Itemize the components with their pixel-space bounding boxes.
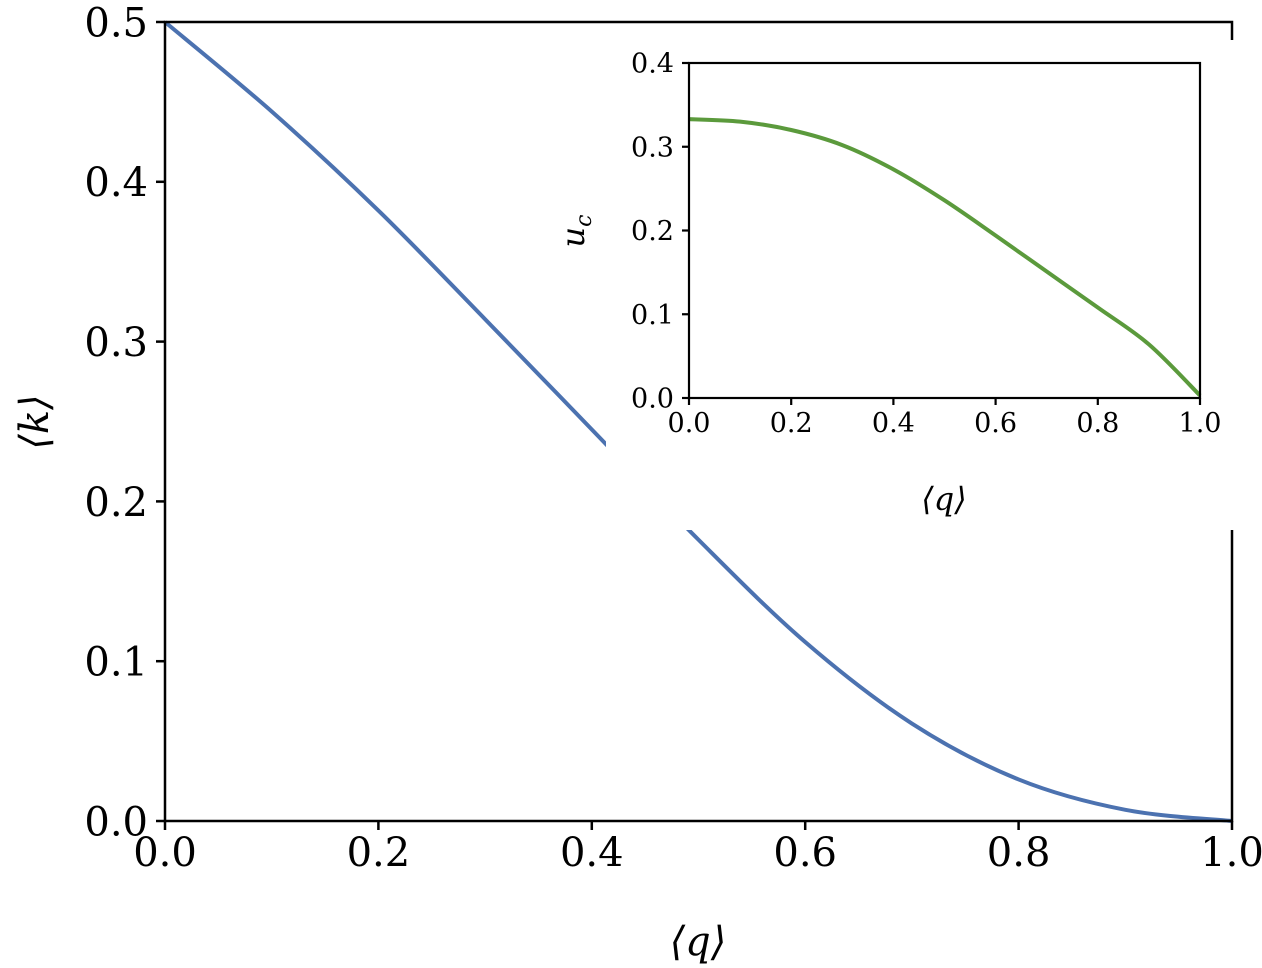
inset-y-tick-label: 0.1 [631, 300, 674, 331]
inset-x-tick-label: 0.6 [974, 408, 1017, 439]
main-x-tick-label: 0.8 [987, 830, 1051, 876]
inset-x-tick-label: 0.4 [872, 408, 915, 439]
main-x-tick-label: 0.4 [560, 830, 624, 876]
inset-chart: 0.0 0.2 0.4 0.6 0.8 1.0 0.0 0.1 0.2 0.3 0.4 ⟨q⟩ uc [554, 40, 1246, 530]
main-x-tick-label: 0.6 [773, 830, 837, 876]
inset-y-tick-label: 0.2 [631, 216, 674, 247]
main-y-tick-label: 0.5 [84, 0, 148, 46]
main-y-tick-label: 0.3 [84, 320, 148, 366]
main-x-tick-label: 0.2 [347, 830, 411, 876]
main-y-axis-label: ⟨k⟩ [12, 394, 58, 449]
main-x-axis-label: ⟨q⟩ [670, 919, 727, 965]
inset-y-tick-label: 0.4 [631, 49, 674, 80]
inset-y-tick-label: 0.0 [631, 384, 674, 415]
inset-y-axis-label: uc [554, 215, 597, 248]
main-x-tick-label: 1.0 [1200, 830, 1262, 876]
inset-x-tick-label: 1.0 [1179, 408, 1222, 439]
inset-plot-area: 0.0 0.2 0.4 0.6 0.8 1.0 0.0 0.1 0.2 0.3 0.4 [631, 49, 1221, 439]
main-chart: 0.0 0.2 0.4 0.6 0.8 1.0 0.0 0.1 0.2 0.3 0.4 0.5 ⟨q⟩… [12, 0, 1262, 965]
inset-x-axis-label: ⟨q⟩ [921, 480, 966, 518]
main-y-tick-label: 0.4 [84, 160, 148, 206]
main-y-tick-label: 0.1 [84, 640, 148, 686]
inset-x-tick-label: 0.0 [668, 408, 711, 439]
inset-x-tick-label: 0.8 [1076, 408, 1119, 439]
inset-series-line [688, 117, 1202, 397]
main-y-tick-label: 0.0 [84, 799, 148, 845]
main-y-tick-label: 0.2 [84, 480, 148, 526]
main-x-tick-label: 0.0 [133, 830, 197, 876]
inset-x-tick-label: 0.2 [770, 408, 813, 439]
main-plot-area: 0.0 0.2 0.4 0.6 0.8 1.0 0.0 0.1 0.2 0.3 0.4 0.5 [84, 0, 1262, 876]
inset-y-tick-label: 0.3 [631, 132, 674, 163]
inset-background [606, 40, 1246, 530]
